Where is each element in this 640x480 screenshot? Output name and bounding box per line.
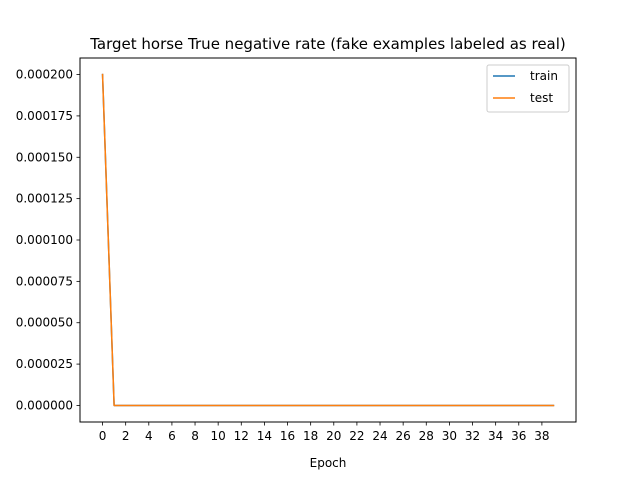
y-tick-label: 0.000150 [16,150,73,164]
x-tick-label: 8 [191,429,199,443]
legend: train test [486,64,570,113]
x-tick-label: 32 [465,429,480,443]
x-tick-label: 14 [257,429,272,443]
x-tick-label: 2 [122,429,130,443]
y-tick-label: 0.000200 [16,68,73,82]
y-tick-label: 0.000075 [16,274,73,288]
x-tick-label: 12 [234,429,249,443]
x-tick-label: 4 [145,429,153,443]
x-tick-label: 28 [419,429,434,443]
series-layer [101,73,555,407]
y-tick-label: 0.000100 [16,233,73,247]
x-tick-label: 36 [511,429,526,443]
x-tick-label: 24 [372,429,387,443]
x-tick-label: 34 [488,429,503,443]
y-axis: 0.000000 0.000025 0.000050 0.000075 0.000100… [16,68,80,412]
y-tick-label: 0.000050 [16,316,73,330]
x-tick-label: 18 [303,429,318,443]
x-tick-label: 10 [211,429,226,443]
chart-title: Target horse True negative rate (fake ex… [89,35,566,53]
x-tick-label: 22 [349,429,364,443]
legend-train-label: train [530,69,558,83]
x-tick-label: 16 [280,429,295,443]
x-tick-label: 26 [396,429,411,443]
y-tick-label: 0.000025 [16,357,73,371]
x-axis: 0 2 4 6 8 10 12 14 16 18 20 22 24 26 28 30 32 34 36 38 [99,422,550,443]
x-tick-label: 38 [534,429,549,443]
x-tick-label: 30 [442,429,457,443]
y-tick-label: 0.000000 [16,398,73,412]
y-tick-label: 0.000125 [16,192,73,206]
x-axis-label: Epoch [310,456,347,470]
series-line-test [101,73,555,407]
x-tick-label: 0 [99,429,107,443]
x-tick-label: 6 [168,429,176,443]
x-tick-label: 20 [326,429,341,443]
y-tick-label: 0.000175 [16,109,73,123]
legend-test-label: test [530,91,553,105]
